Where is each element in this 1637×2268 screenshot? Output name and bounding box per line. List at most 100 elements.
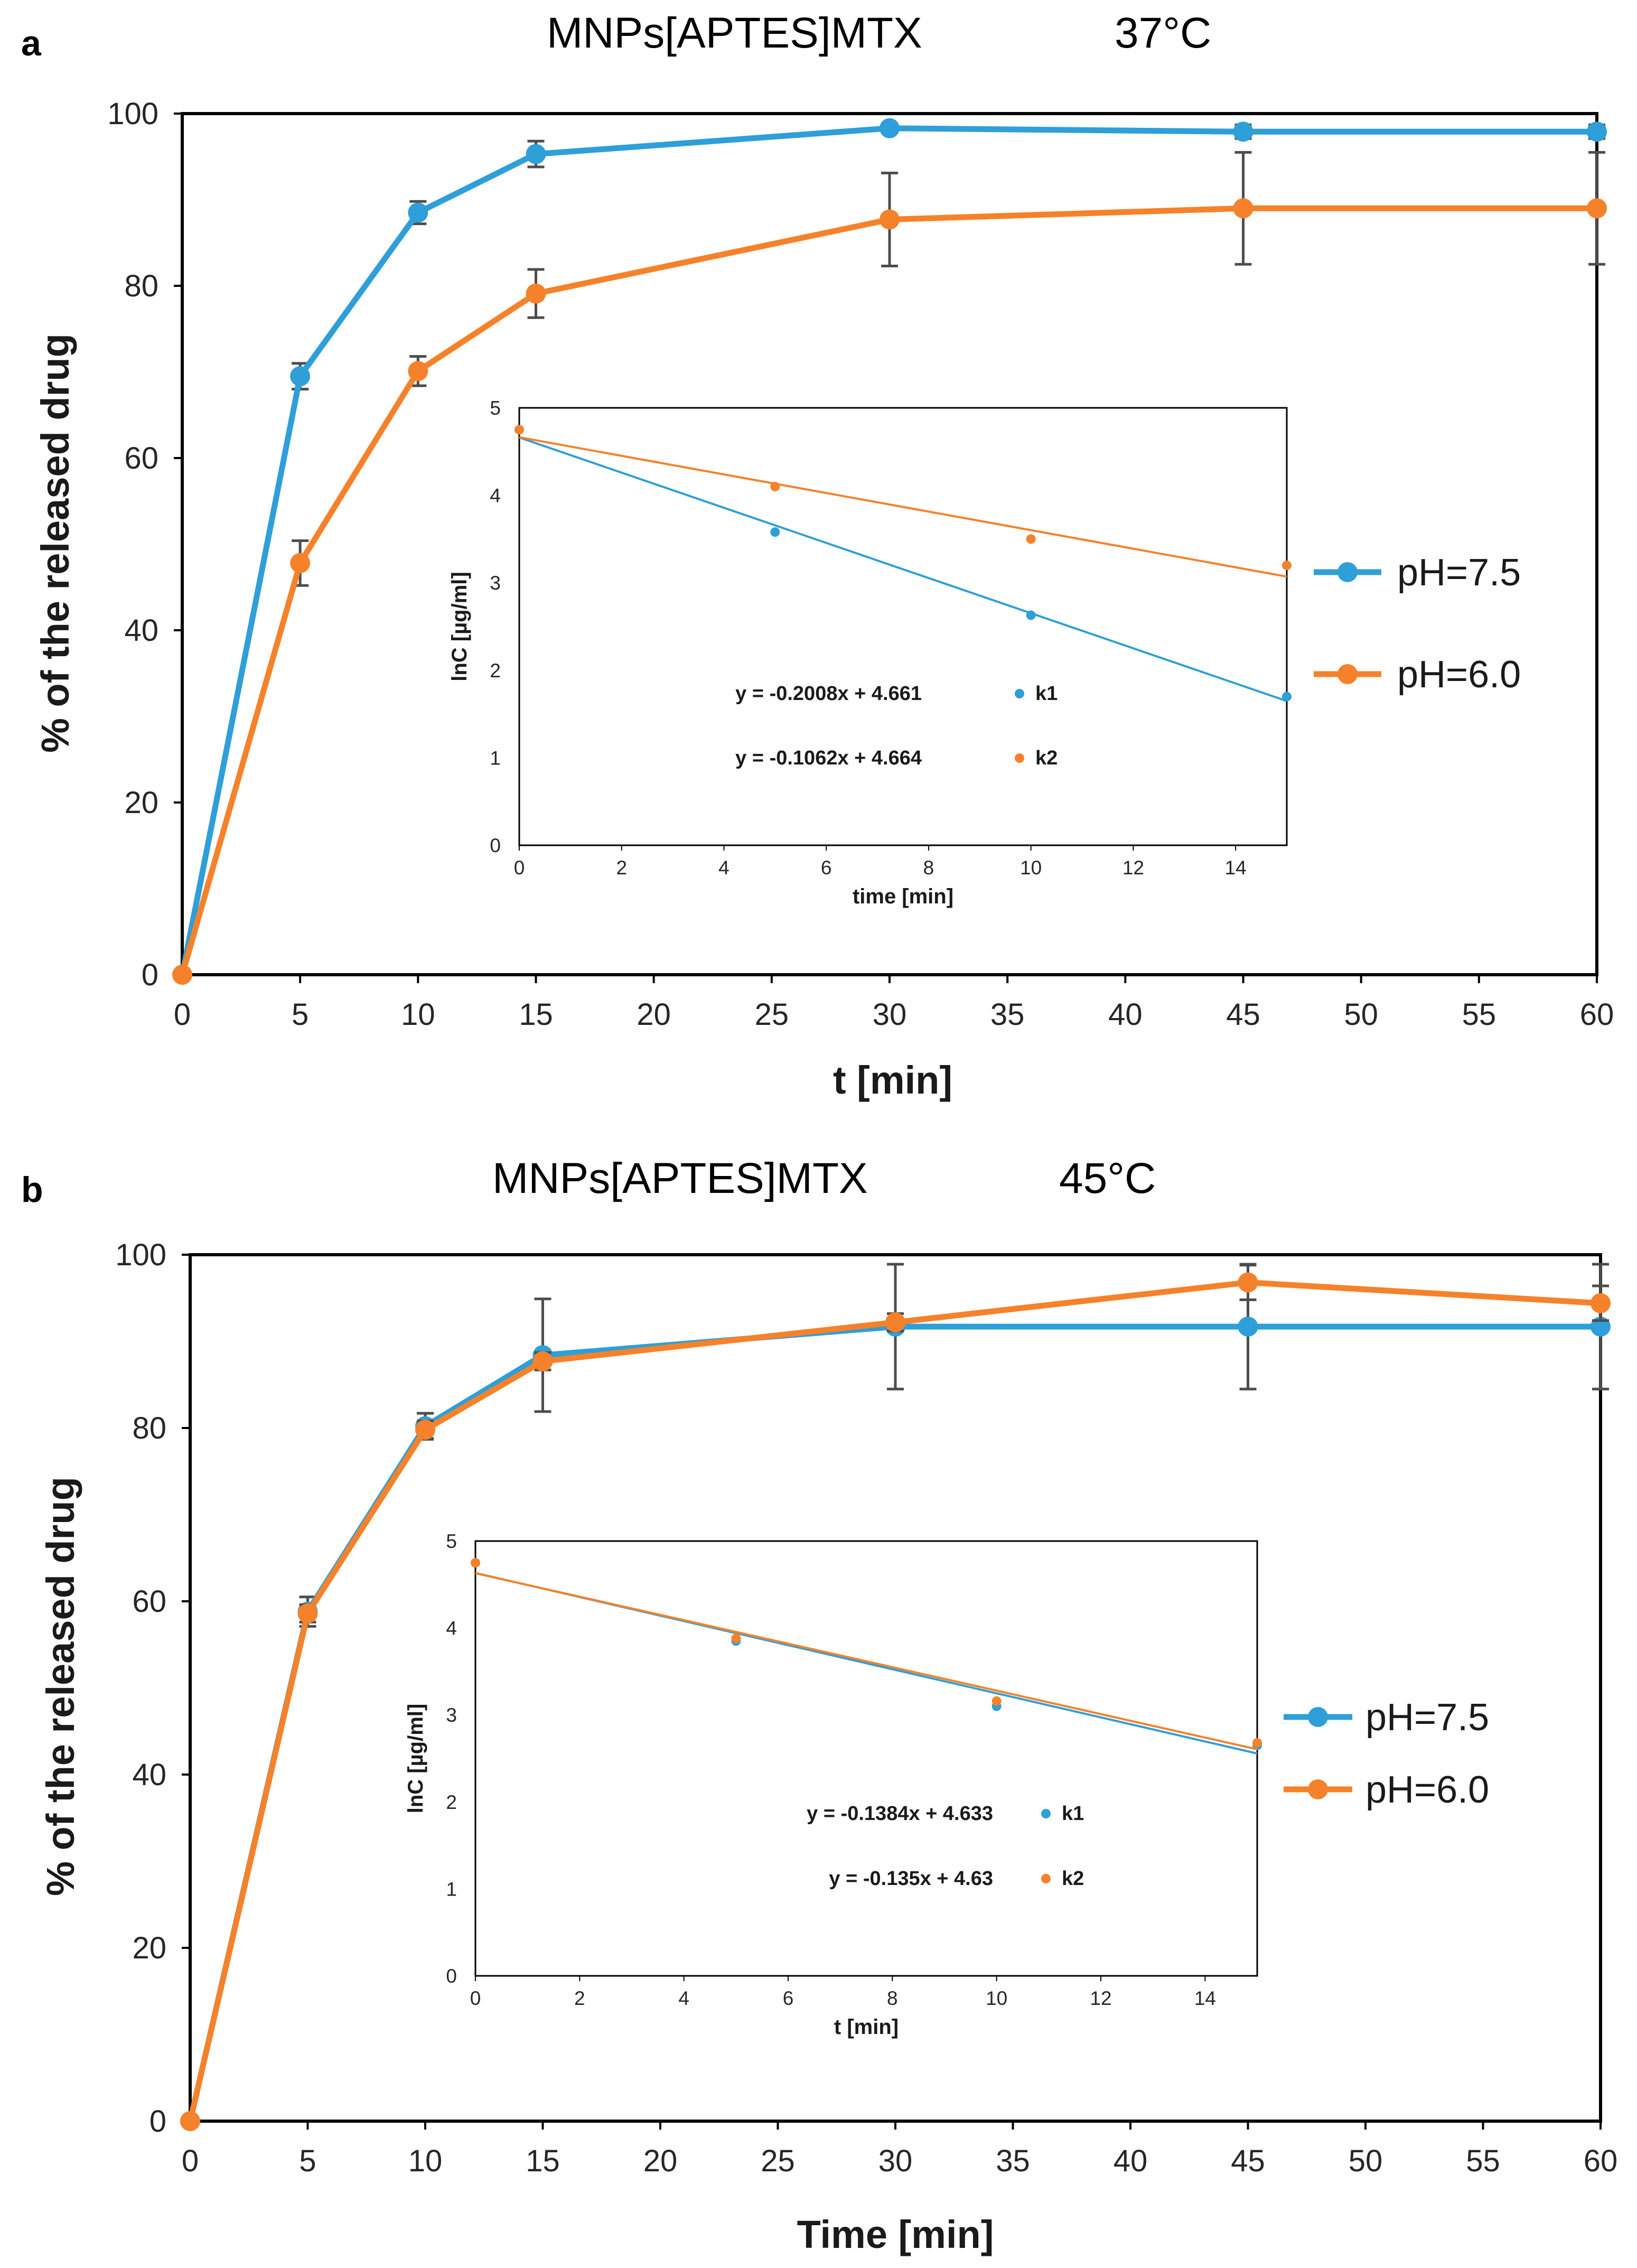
panel-b-x-tick-label: 20: [643, 2144, 678, 2178]
inset-x-axis-label: t [min]: [834, 2015, 899, 2039]
legend-marker: [1308, 1779, 1328, 1799]
inset-y-tick-label: 1: [490, 747, 501, 769]
data-point: [526, 283, 546, 304]
inset-legend-marker-k2: [1041, 1874, 1051, 1883]
panel-a-chart: 0 5 10 15 20 25 30 35 40 45 50 55 60020406080100pH=7…: [107, 97, 1614, 1032]
panel-a-y-tick-label: 60: [124, 441, 158, 475]
data-point: [526, 144, 546, 164]
panel-a-title-temperature: 37°C: [1115, 9, 1211, 57]
data-point: [885, 1312, 905, 1332]
panel-b-series-ph60: pH=6.0: [180, 1264, 1611, 2131]
inset-trendline-k2: [519, 436, 1287, 578]
inset-x-tick-label: 14: [1194, 1987, 1216, 2009]
legend-marker: [1308, 1707, 1328, 1727]
panel-letter-a: a: [21, 23, 42, 63]
inset-equation-k1: y = -0.2008x + 4.661: [735, 683, 922, 705]
data-point: [408, 202, 428, 223]
data-point: [290, 553, 311, 573]
panel-a-x-tick-label: 5: [292, 997, 308, 1032]
panel-a-y-tick-label: 0: [142, 958, 158, 992]
inset-legend-label-k1: k1: [1035, 683, 1058, 705]
panel-b-x-tick-label: 15: [526, 2144, 560, 2178]
inset-frame: [474, 1540, 1258, 1977]
data-point: [180, 2111, 200, 2131]
inset-data-point: [1026, 610, 1036, 620]
inset-x-tick-label: 10: [1020, 857, 1042, 879]
inset-trendline-k2: [475, 1572, 1258, 1751]
inset-trendline-k1: [519, 436, 1287, 702]
panel-a-x-tick-label: 45: [1226, 997, 1260, 1032]
inset-y-tick-label: 5: [490, 397, 501, 419]
legend-label: pH=6.0: [1397, 654, 1521, 696]
inset-x-tick-label: 4: [718, 857, 729, 879]
inset-y-tick-label: 3: [490, 572, 501, 594]
inset-x-axis-label: time [min]: [853, 885, 953, 908]
inset-data-point: [1252, 1738, 1262, 1748]
inset-equation-k1: y = -0.1384x + 4.633: [807, 1803, 993, 1825]
panel-b-y-tick-label: 40: [132, 1758, 166, 1792]
panel-b-title-compound: MNPs[APTES]MTX: [492, 1154, 868, 1202]
panel-b-x-tick-label: 0: [182, 2144, 199, 2178]
panel-b-x-tick-label: 25: [761, 2144, 795, 2178]
inset-x-tick-label: 10: [986, 1987, 1007, 2009]
inset-data-point: [471, 1558, 480, 1568]
inset-legend-marker-k1: [1041, 1809, 1051, 1818]
inset-data-point: [991, 1696, 1002, 1706]
data-point: [880, 118, 900, 138]
inset-legend-label-k2: k2: [1035, 747, 1058, 769]
panel-a-y-tick-label: 20: [124, 786, 158, 820]
data-point: [880, 209, 900, 230]
panel-b-x-tick-label: 40: [1114, 2144, 1148, 2178]
inset-data-point: [1282, 692, 1292, 702]
panel-b-y-tick-label: 20: [132, 1931, 166, 1965]
panel-a-title-compound: MNPs[APTES]MTX: [547, 9, 922, 57]
inset-x-tick-label: 2: [574, 1987, 585, 2009]
inset-y-tick-label: 0: [490, 835, 501, 856]
panel-a-x-tick-label: 40: [1108, 997, 1143, 1032]
inset-y-tick-label: 2: [446, 1791, 457, 1813]
data-point: [415, 1420, 435, 1440]
legend-marker: [1337, 664, 1358, 684]
inset-equation-k2: y = -0.135x + 4.63: [829, 1868, 993, 1890]
data-point: [1591, 1293, 1611, 1313]
inset-data-point: [515, 425, 524, 435]
inset-data-point: [1026, 534, 1036, 544]
panel-b-x-axis-label: Time [min]: [797, 2213, 994, 2256]
data-point: [290, 366, 311, 387]
inset-y-axis-label: lnC [µg/ml]: [448, 572, 471, 681]
inset-data-point: [731, 1634, 741, 1644]
panel-b-y-tick-label: 100: [115, 1238, 166, 1272]
inset-x-tick-label: 0: [514, 857, 525, 879]
panel-b-x-tick-label: 60: [1584, 2144, 1618, 2178]
panel-a: a MNPs[APTES]MTX 37°C t [min] % of the r…: [21, 9, 1211, 1102]
panel-a-x-tick-label: 10: [401, 997, 435, 1032]
data-point: [1238, 1317, 1258, 1337]
panel-a-y-axis-label: % of the released drug: [33, 333, 77, 753]
panel-a-x-tick-label: 20: [637, 997, 671, 1032]
panel-a-x-tick-label: 60: [1580, 997, 1614, 1032]
legend-marker: [1337, 562, 1358, 582]
data-point: [1587, 122, 1607, 142]
panel-b-x-tick-label: 30: [878, 2144, 913, 2178]
inset-data-point: [1282, 561, 1292, 571]
inset-x-tick-label: 14: [1225, 857, 1247, 879]
inset-data-point: [770, 527, 780, 537]
inset-y-tick-label: 0: [446, 1965, 457, 1987]
panel-a-x-tick-label: 0: [174, 997, 191, 1032]
inset-x-tick-label: 6: [783, 1987, 794, 2009]
panel-a-y-tick-label: 100: [107, 97, 158, 131]
panel-a-x-tick-label: 15: [519, 997, 553, 1032]
inset-x-tick-label: 2: [616, 857, 627, 879]
inset-data-point: [770, 482, 780, 492]
panel-b-x-tick-label: 45: [1231, 2144, 1265, 2178]
inset-y-tick-label: 2: [490, 660, 501, 682]
inset-x-tick-label: 0: [470, 1987, 481, 2009]
panel-b-x-tick-label: 50: [1349, 2144, 1383, 2178]
inset-x-tick-label: 12: [1090, 1987, 1111, 2009]
data-point: [532, 1351, 553, 1371]
panel-b-y-tick-label: 80: [132, 1411, 166, 1445]
legend-label: pH=7.5: [1365, 1696, 1489, 1739]
